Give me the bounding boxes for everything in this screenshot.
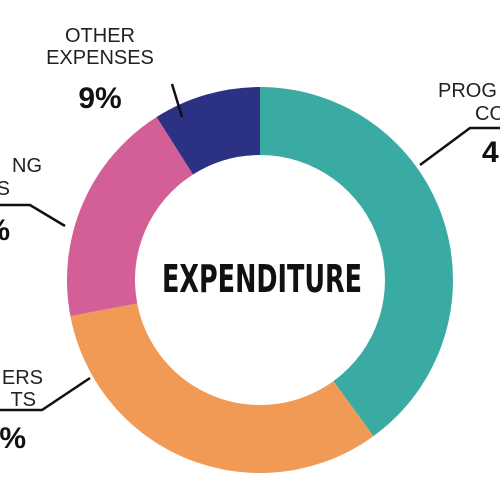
segment-label: PROG [438,80,497,102]
donut-segment [66,117,194,317]
leader-line [0,203,66,228]
leader-line [170,83,184,118]
segment-label: ERS [2,367,43,389]
donut-segment [156,87,260,175]
leader-line [0,376,91,412]
segment-label: OTHER [65,25,135,47]
value-label: % [0,422,26,455]
donut-segment [70,303,374,473]
value-label: 9% [78,82,121,115]
value-label: % [0,214,10,247]
center-label: EXPENDITURE [162,257,362,301]
segment-label: CO [475,103,500,125]
leader-line [419,126,500,167]
segment-label: TS [10,389,36,411]
segment-label: NG [12,155,42,177]
value-label: 4 [482,136,499,169]
segment-label: EXPENSES [46,47,154,69]
donut-segment [260,87,454,437]
segment-label: S [0,178,10,200]
